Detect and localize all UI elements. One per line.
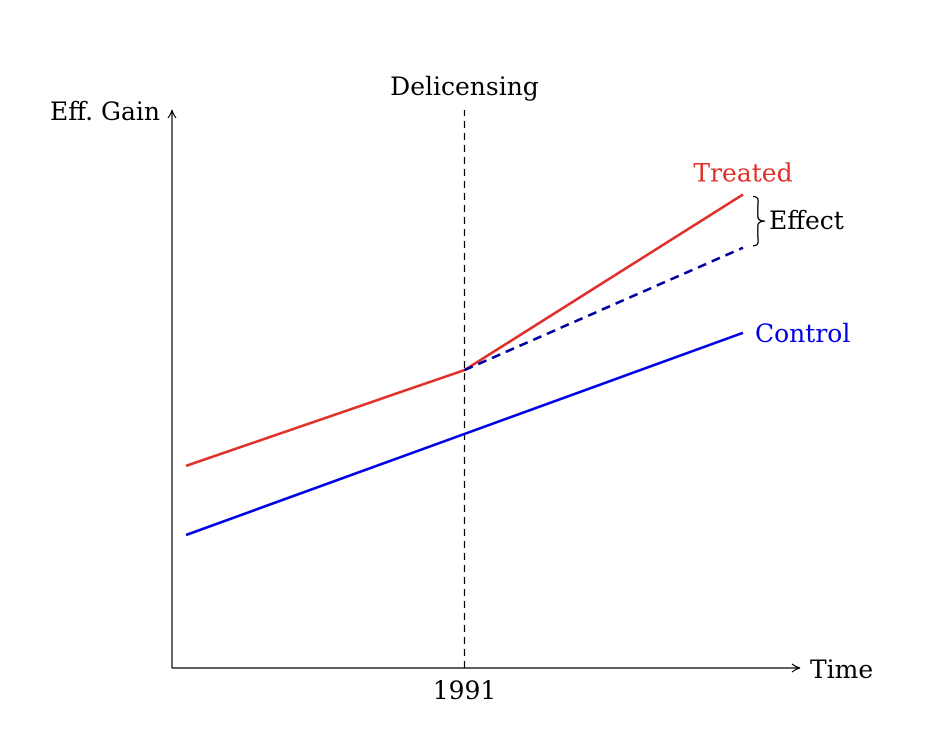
y-axis-label: Eff. Gain xyxy=(50,97,160,126)
x-tick-label: 1991 xyxy=(433,676,497,705)
series-label-control: Control xyxy=(755,319,850,348)
series-label-treated: Treated xyxy=(693,159,792,188)
effect-label: Effect xyxy=(769,206,844,235)
counterfactual-line xyxy=(463,246,744,372)
series-layer xyxy=(185,193,744,537)
event-label: Delicensing xyxy=(390,72,539,101)
x-axis-label: Time xyxy=(810,655,873,684)
series-line-control xyxy=(185,331,744,537)
effect-brace xyxy=(752,195,766,247)
